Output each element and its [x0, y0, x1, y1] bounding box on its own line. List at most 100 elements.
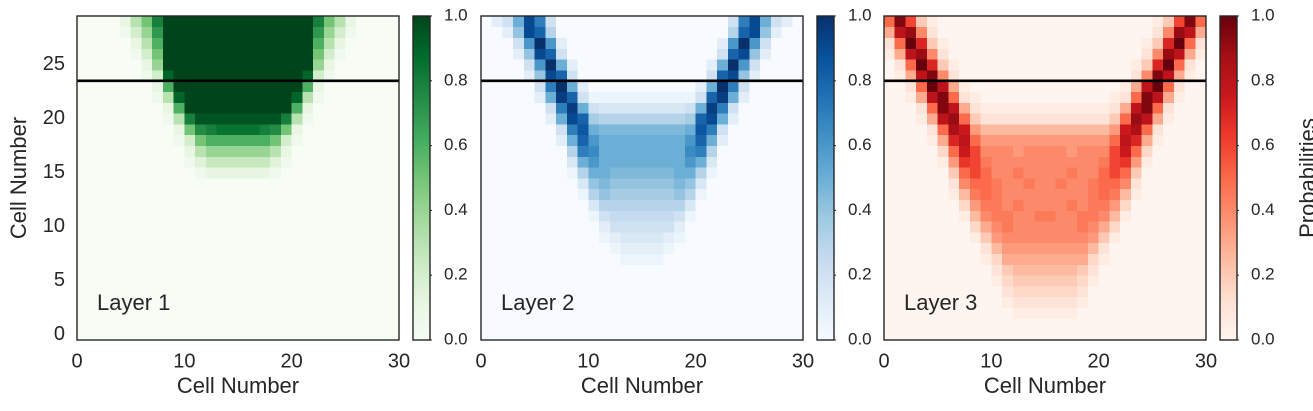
- heatmap-cell: [792, 232, 804, 244]
- heatmap-cell: [313, 242, 325, 254]
- heatmap-cell: [991, 253, 1003, 265]
- heatmap-cell: [388, 221, 400, 233]
- heatmap-cell: [969, 37, 981, 49]
- heatmap-cell: [1023, 221, 1035, 233]
- heatmap-cell: [227, 167, 239, 179]
- heatmap-cell: [109, 167, 121, 179]
- heatmap-cell: [184, 113, 196, 125]
- heatmap-cell: [684, 199, 697, 211]
- heatmap-cell: [959, 275, 971, 287]
- heatmap-cell: [905, 113, 917, 125]
- heatmap-cell: [969, 167, 981, 179]
- heatmap-cell: [781, 286, 793, 298]
- heatmap-cell: [926, 199, 939, 211]
- heatmap-cell: [1023, 264, 1035, 276]
- heatmap-cell: [323, 37, 335, 49]
- heatmap-cell: [706, 242, 718, 254]
- heatmap-cell: [884, 102, 896, 114]
- heatmap-cell: [523, 188, 536, 200]
- heatmap-cell: [1055, 178, 1067, 190]
- heatmap-cell: [227, 221, 239, 233]
- heatmap-cell: [1002, 296, 1014, 308]
- heatmap-cell: [1066, 102, 1078, 114]
- heatmap-cell: [609, 199, 621, 211]
- heatmap-cell: [577, 264, 589, 276]
- heatmap-cell: [727, 134, 739, 146]
- heatmap-cell: [195, 134, 207, 146]
- heatmap-cell: [1152, 167, 1164, 179]
- heatmap-cell: [1195, 318, 1207, 330]
- heatmap-cell: [162, 188, 174, 200]
- heatmap-cell: [631, 70, 643, 82]
- heatmap-cell: [738, 124, 750, 136]
- heatmap-cell: [77, 275, 89, 287]
- heatmap-cell: [937, 59, 949, 71]
- heatmap-cell: [674, 275, 686, 287]
- heatmap-cell: [781, 59, 793, 71]
- heatmap-cell: [894, 134, 906, 146]
- heatmap-cell: [77, 37, 89, 49]
- heatmap-cell: [534, 329, 546, 341]
- heatmap-cell: [502, 242, 514, 254]
- heatmap-cell: [77, 318, 89, 330]
- heatmap-cell: [491, 318, 503, 330]
- heatmap-cell: [631, 275, 643, 287]
- heatmap-cell: [717, 80, 729, 92]
- heatmap-cell: [1066, 232, 1078, 244]
- heatmap-cell: [556, 134, 568, 146]
- heatmap-cell: [481, 232, 493, 244]
- heatmap-cell: [1002, 113, 1014, 125]
- heatmap-cell: [642, 307, 654, 319]
- heatmap-cell: [652, 199, 664, 211]
- heatmap-cell: [1077, 59, 1089, 71]
- heatmap-cell: [1087, 275, 1100, 287]
- heatmap-cell: [738, 178, 750, 190]
- heatmap-cell: [545, 329, 557, 341]
- heatmap-cell: [1163, 286, 1175, 298]
- heatmap-cell: [792, 242, 804, 254]
- heatmap-cell: [1012, 210, 1024, 222]
- heatmap-cell: [98, 91, 110, 103]
- heatmap-cell: [130, 156, 142, 168]
- heatmap-cell: [184, 145, 196, 157]
- heatmap-cell: [1098, 124, 1110, 136]
- heatmap-cell: [609, 70, 621, 82]
- heatmap-cell: [642, 102, 654, 114]
- heatmap-cell: [706, 318, 718, 330]
- heatmap-cell: [781, 232, 793, 244]
- heatmap-cell: [98, 286, 110, 298]
- heatmap-cell: [566, 59, 578, 71]
- heatmap-cell: [270, 318, 282, 330]
- heatmap-cell: [588, 232, 600, 244]
- heatmap-cell: [173, 178, 185, 190]
- heatmap-cell: [926, 296, 939, 308]
- heatmap-cell: [119, 221, 132, 233]
- heatmap-cell: [556, 16, 568, 28]
- heatmap-cell: [770, 329, 782, 341]
- heatmap-cell: [1152, 296, 1164, 308]
- heatmap-cell: [642, 296, 654, 308]
- heatmap-cell: [280, 329, 293, 341]
- heatmap-cell: [959, 199, 971, 211]
- heatmap-cell: [270, 37, 282, 49]
- heatmap-cell: [884, 329, 896, 341]
- heatmap-cell: [674, 296, 686, 308]
- heatmap-cell: [1045, 134, 1057, 146]
- heatmap-cell: [905, 199, 917, 211]
- heatmap-cell: [905, 48, 917, 60]
- heatmap-cell: [1173, 16, 1185, 28]
- heatmap-cell: [130, 26, 142, 38]
- heatmap-cell: [87, 102, 99, 114]
- heatmap-cell: [481, 70, 493, 82]
- heatmap-cell: [491, 307, 503, 319]
- heatmap-cell: [227, 296, 239, 308]
- heatmap-cell: [77, 124, 89, 136]
- heatmap-cell: [1034, 199, 1046, 211]
- heatmap-cell: [631, 232, 643, 244]
- heatmap-cell: [1034, 167, 1046, 179]
- heatmap-cell: [642, 26, 654, 38]
- heatmap-cell: [481, 264, 493, 276]
- heatmap-cell: [727, 59, 739, 71]
- heatmap-cell: [270, 253, 282, 265]
- heatmap-cell: [609, 178, 621, 190]
